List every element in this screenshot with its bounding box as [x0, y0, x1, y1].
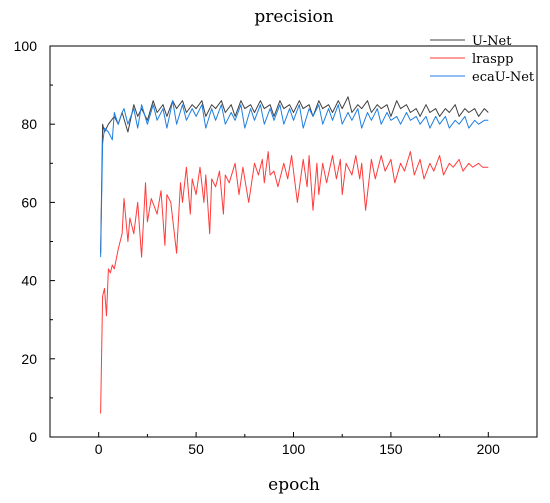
legend-label-lraspp: lraspp — [472, 52, 513, 67]
y-tick-label: 40 — [21, 273, 37, 289]
series-line-u-net — [100, 96, 489, 254]
x-tick-label: 150 — [379, 441, 403, 457]
y-tick-label: 80 — [21, 116, 37, 132]
x-tick-label: 100 — [282, 441, 306, 457]
y-tick-label: 0 — [29, 429, 37, 445]
x-tick-label: 200 — [477, 441, 501, 457]
y-tick-label: 100 — [14, 38, 38, 54]
legend-label-ecau-net: ecaU-Net — [472, 70, 535, 85]
series-line-lraspp — [100, 151, 489, 414]
plot-frame — [49, 45, 538, 438]
axes: 0 50 100 150 200 0 20 40 60 80 100 — [14, 38, 538, 457]
series-line-ecau-net — [100, 100, 489, 258]
chart-title: precision — [254, 7, 333, 27]
y-tick-label: 20 — [21, 351, 37, 367]
x-tick-label: 50 — [188, 441, 204, 457]
plot-area — [100, 96, 489, 414]
legend: U-Net lraspp ecaU-Net — [430, 34, 535, 85]
y-tick-label: 60 — [21, 194, 37, 210]
legend-label-u-net: U-Net — [472, 34, 512, 49]
x-axis-label: epoch — [268, 475, 320, 495]
x-tick-label: 0 — [95, 441, 103, 457]
